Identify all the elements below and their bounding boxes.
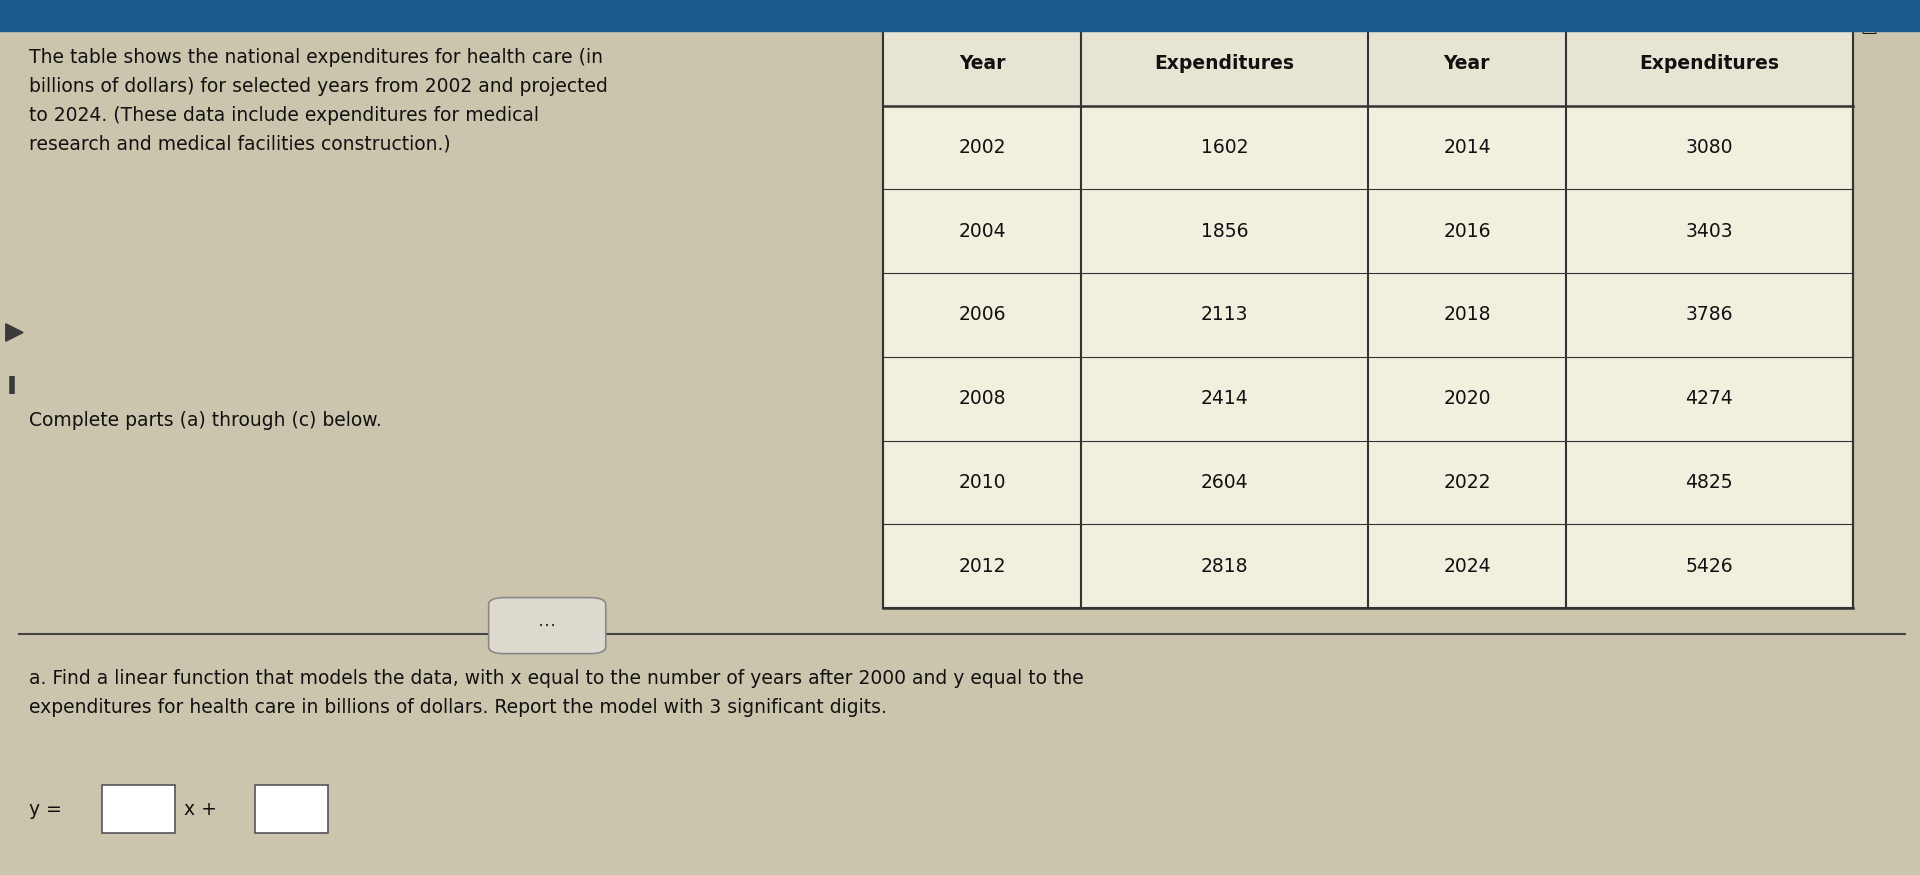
Text: 2020: 2020 xyxy=(1444,389,1490,409)
Bar xyxy=(883,22,1853,608)
Bar xyxy=(883,22,1853,106)
Bar xyxy=(102,786,175,833)
Text: □: □ xyxy=(1860,18,1878,36)
Text: 4825: 4825 xyxy=(1686,473,1734,492)
Text: 2016: 2016 xyxy=(1444,221,1490,241)
Text: ⋯: ⋯ xyxy=(538,617,557,634)
Text: The table shows the national expenditures for health care (in
billions of dollar: The table shows the national expenditure… xyxy=(29,48,607,153)
Text: a. Find a linear function that models the data, with x equal to the number of ye: a. Find a linear function that models th… xyxy=(29,669,1083,718)
Text: 3080: 3080 xyxy=(1686,138,1734,157)
FancyBboxPatch shape xyxy=(488,598,605,654)
Text: 2414: 2414 xyxy=(1200,389,1248,409)
Text: Year: Year xyxy=(1444,54,1490,74)
Text: 2024: 2024 xyxy=(1444,556,1490,576)
Text: Expenditures: Expenditures xyxy=(1154,54,1294,74)
Text: 2018: 2018 xyxy=(1444,305,1490,325)
Text: 3786: 3786 xyxy=(1686,305,1734,325)
Text: 2818: 2818 xyxy=(1200,556,1248,576)
Text: 1856: 1856 xyxy=(1200,221,1248,241)
Text: 1602: 1602 xyxy=(1200,138,1248,157)
Text: 2022: 2022 xyxy=(1444,473,1490,492)
Text: 5426: 5426 xyxy=(1686,556,1734,576)
Text: 2004: 2004 xyxy=(958,221,1006,241)
Bar xyxy=(255,786,328,833)
Polygon shape xyxy=(6,324,23,341)
Text: 2008: 2008 xyxy=(958,389,1006,409)
Text: 2014: 2014 xyxy=(1444,138,1490,157)
Text: 3403: 3403 xyxy=(1686,221,1734,241)
Text: 2012: 2012 xyxy=(958,556,1006,576)
Text: Complete parts (a) through (c) below.: Complete parts (a) through (c) below. xyxy=(29,411,382,430)
Text: y =: y = xyxy=(29,800,61,819)
Text: Year: Year xyxy=(958,54,1006,74)
Text: 2006: 2006 xyxy=(958,305,1006,325)
Text: 4274: 4274 xyxy=(1686,389,1734,409)
Text: 2002: 2002 xyxy=(958,138,1006,157)
Text: 2010: 2010 xyxy=(958,473,1006,492)
Text: x +: x + xyxy=(184,800,217,819)
Text: 2113: 2113 xyxy=(1200,305,1248,325)
Text: 2604: 2604 xyxy=(1200,473,1248,492)
Text: Expenditures: Expenditures xyxy=(1640,54,1780,74)
